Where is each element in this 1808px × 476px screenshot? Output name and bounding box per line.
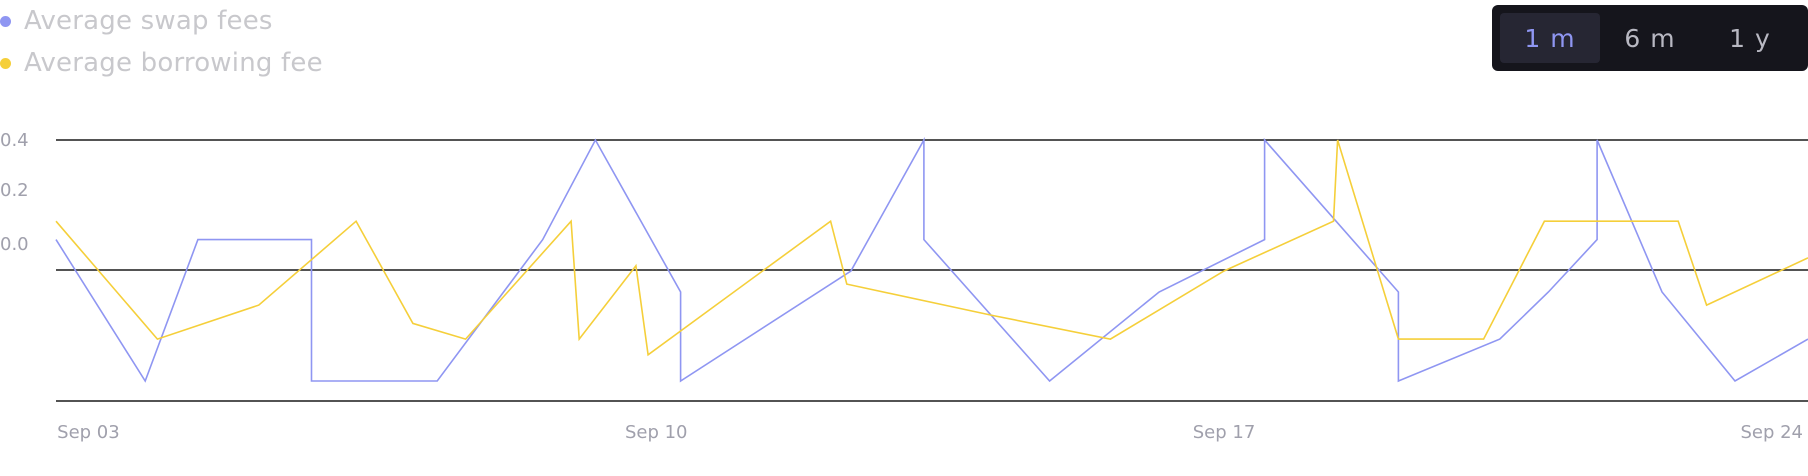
legend-label-borrowing-fee: Average borrowing fee xyxy=(24,48,323,78)
y-tick-label: 0.4 xyxy=(0,130,29,151)
range-button-6m[interactable]: 6 m xyxy=(1624,23,1676,53)
x-tick-label: Sep 24 xyxy=(1740,422,1803,443)
time-range-toggle: 1 m 6 m 1 y xyxy=(1492,5,1808,71)
legend-item-borrowing-fee[interactable]: Average borrowing fee xyxy=(0,42,323,84)
legend-label-swap-fees: Average swap fees xyxy=(24,6,273,36)
series-line-borrowing-fee xyxy=(55,139,1808,357)
range-button-1y[interactable]: 1 y xyxy=(1729,23,1771,53)
x-tick-label: Sep 03 xyxy=(57,422,120,443)
x-tick-label: Sep 10 xyxy=(625,422,688,443)
series-line-swap-fees xyxy=(55,136,1808,383)
legend-item-swap-fees[interactable]: Average swap fees xyxy=(0,0,323,42)
y-tick-label: 0.0 xyxy=(0,234,29,255)
range-button-1m[interactable]: 1 m xyxy=(1500,13,1600,63)
legend-dot-swap-fees-icon xyxy=(0,15,11,27)
legend-dot-borrowing-fee-icon xyxy=(0,57,11,69)
y-tick-label: 0.2 xyxy=(0,180,29,201)
x-tick-label: Sep 17 xyxy=(1193,422,1256,443)
legend: Average swap fees Average borrowing fee xyxy=(0,0,323,84)
